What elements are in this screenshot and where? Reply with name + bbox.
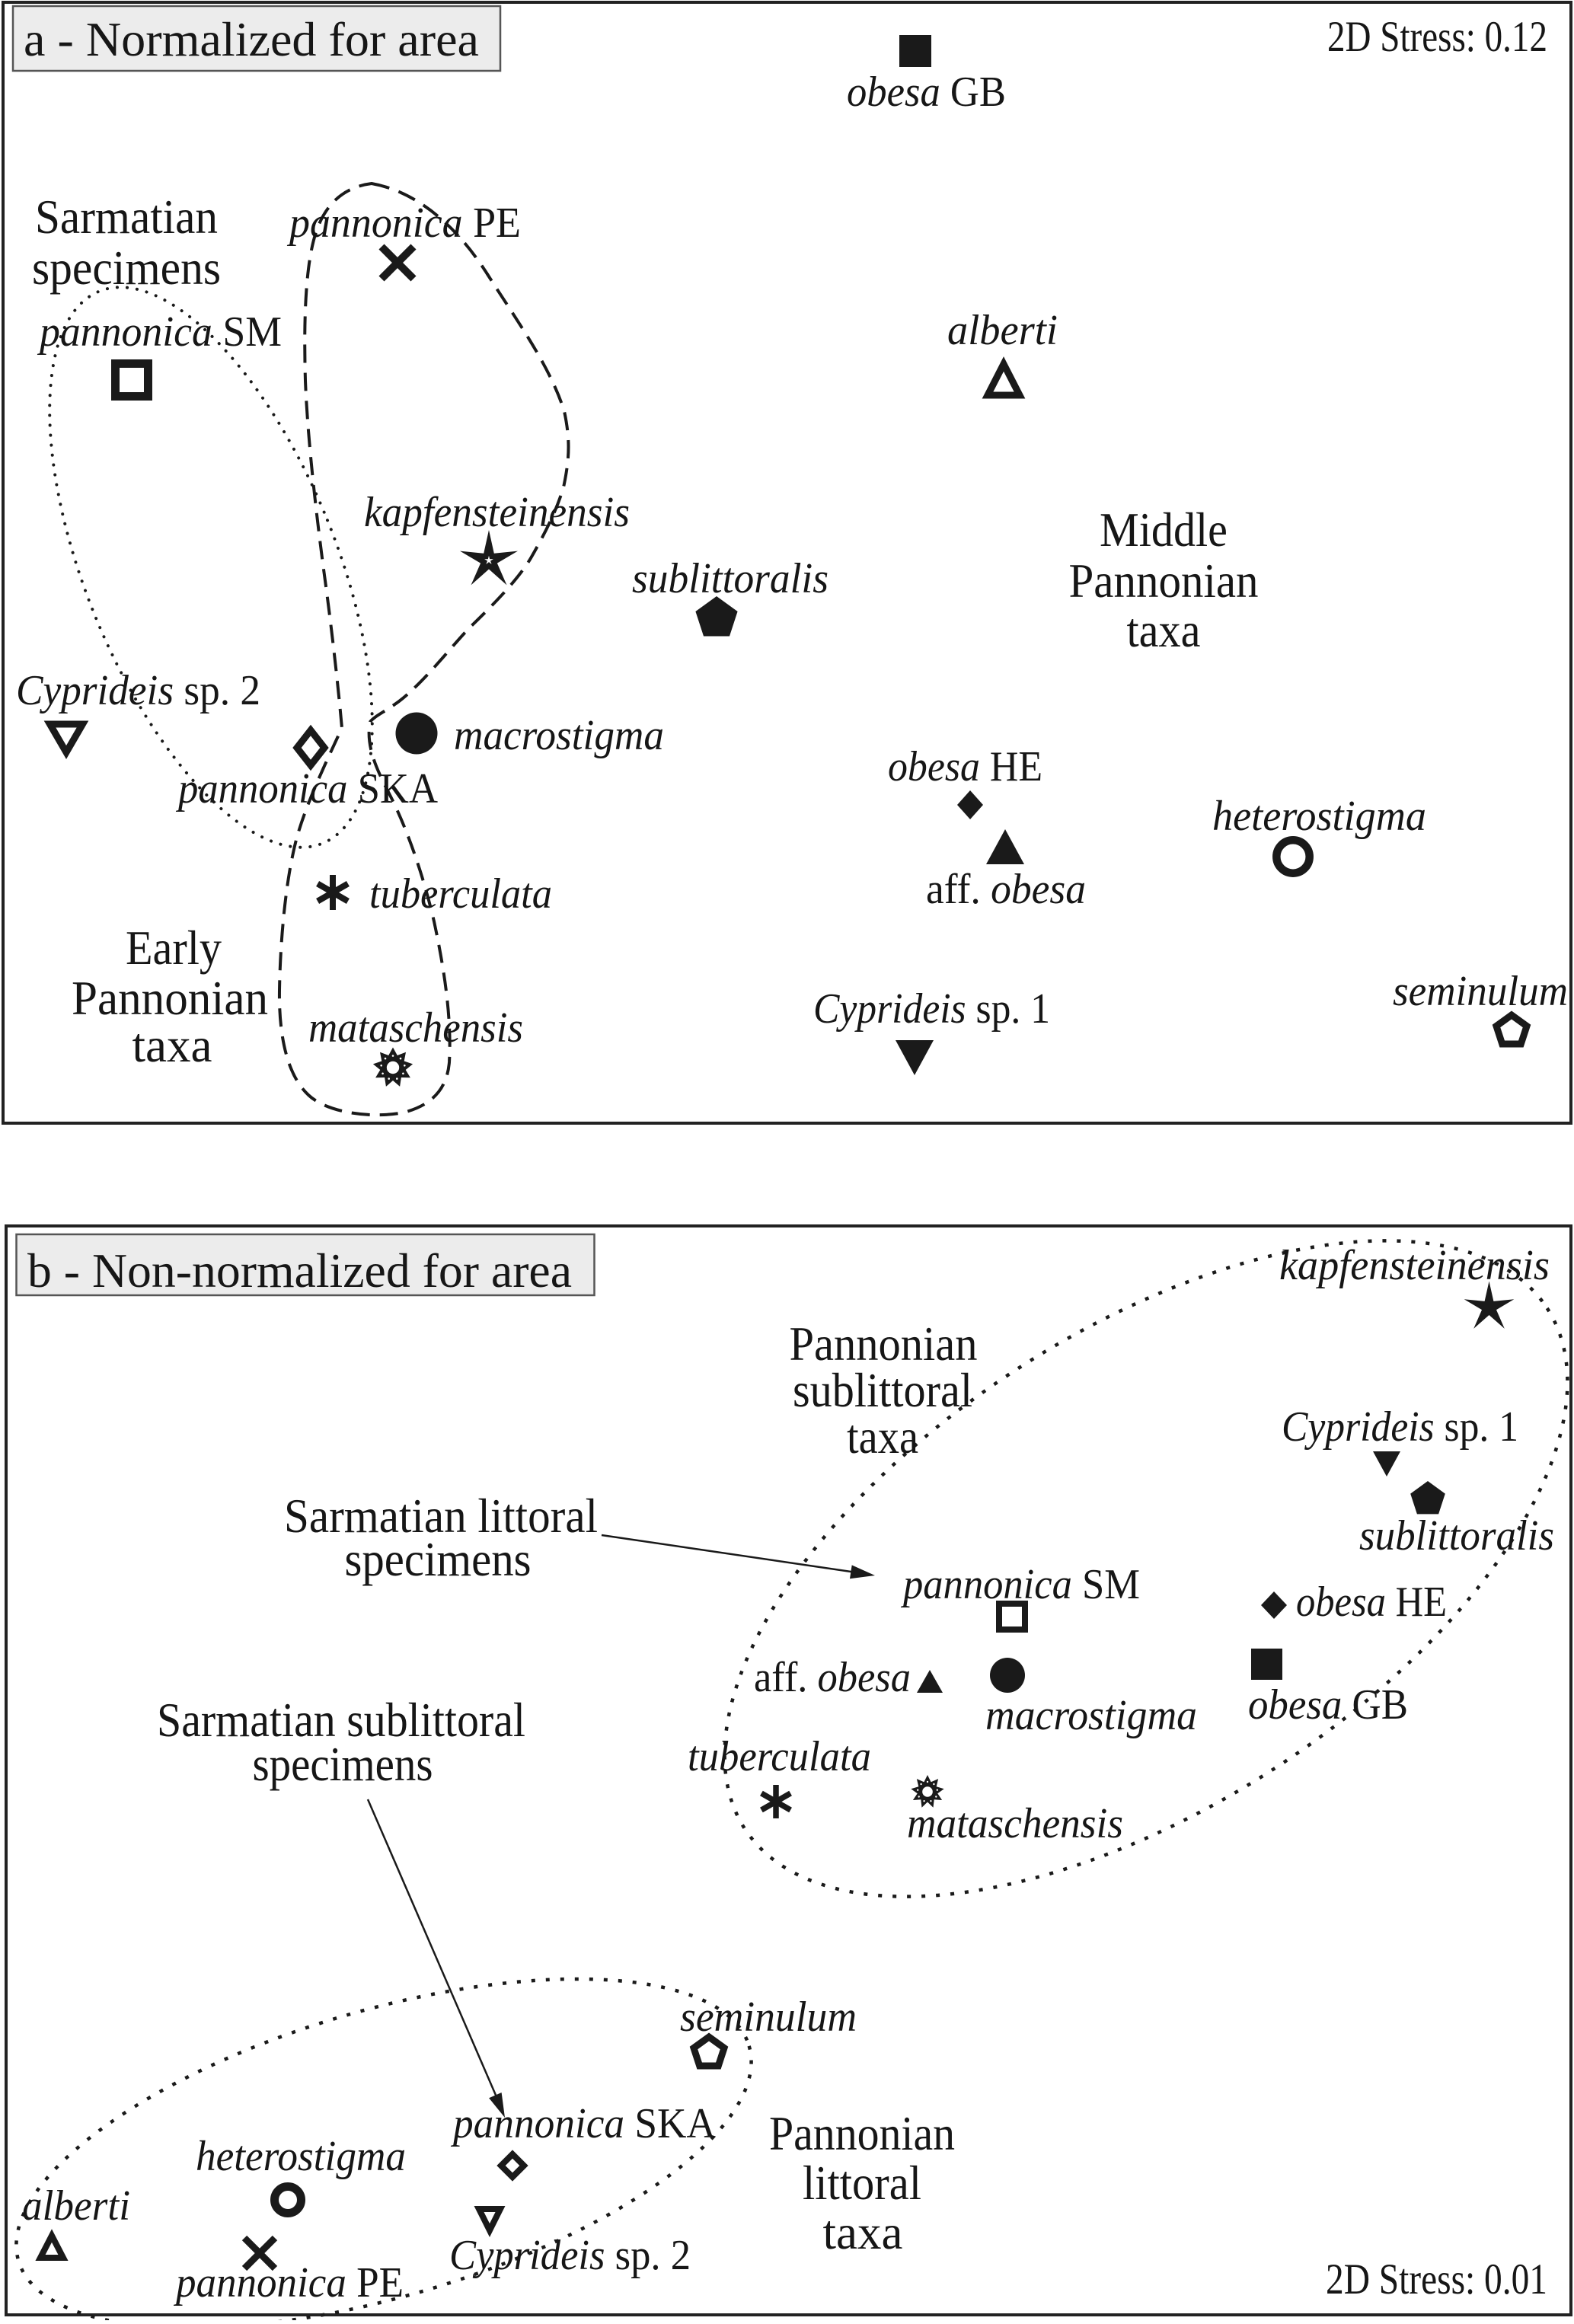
svg-text:macrostigma: macrostigma [985, 1692, 1197, 1739]
svg-text:Pannonian: Pannonian [72, 971, 268, 1025]
svg-text:Pannonian: Pannonian [769, 2106, 955, 2160]
svg-text:specimens: specimens [32, 241, 221, 295]
svg-text:Early: Early [126, 921, 222, 975]
svg-text:tuberculata: tuberculata [688, 1733, 871, 1780]
svg-text:obesa HE: obesa HE [888, 743, 1042, 790]
svg-text:obesa GB: obesa GB [847, 69, 1006, 116]
svg-text:littoral: littoral [803, 2156, 921, 2210]
svg-text:heterostigma: heterostigma [1212, 793, 1426, 840]
svg-text:kapfensteinensis: kapfensteinensis [1279, 1242, 1550, 1289]
svg-text:2D Stress: 0.12: 2D Stress: 0.12 [1327, 13, 1547, 61]
svg-text:seminulum: seminulum [1393, 968, 1568, 1015]
svg-text:alberti: alberti [22, 2182, 130, 2230]
svg-text:b - Non-normalized for area: b - Non-normalized for area [27, 1243, 572, 1298]
svg-text:taxa: taxa [1127, 603, 1201, 657]
svg-text:specimens: specimens [345, 1532, 532, 1586]
svg-text:pannonica SM: pannonica SM [900, 1561, 1140, 1608]
svg-text:pannonica PE: pannonica PE [286, 200, 521, 247]
svg-text:alberti: alberti [947, 307, 1058, 354]
svg-text:taxa: taxa [823, 2205, 903, 2259]
svg-text:Sarmatian sublittoral: Sarmatian sublittoral [157, 1693, 525, 1747]
svg-text:pannonica PE: pannonica PE [173, 2259, 404, 2306]
svg-text:a - Normalized for area: a - Normalized for area [24, 12, 479, 66]
svg-text:aff. obesa: aff. obesa [926, 866, 1086, 913]
svg-text:seminulum: seminulum [680, 1994, 857, 2041]
svg-text:sublittoral: sublittoral [793, 1363, 972, 1417]
svg-text:Pannonian: Pannonian [1069, 554, 1259, 608]
svg-text:sublittoralis: sublittoralis [1359, 1512, 1554, 1559]
svg-text:pannonica SKA: pannonica SKA [450, 2100, 716, 2147]
svg-text:taxa: taxa [132, 1018, 212, 1072]
svg-text:2D Stress: 0.01: 2D Stress: 0.01 [1326, 2255, 1547, 2303]
svg-text:specimens: specimens [253, 1737, 433, 1791]
svg-text:Cyprideis sp. 2: Cyprideis sp. 2 [16, 667, 260, 714]
svg-text:Middle: Middle [1100, 503, 1228, 557]
svg-text:obesa GB: obesa GB [1248, 1681, 1408, 1729]
svg-text:pannonica SKA: pannonica SKA [175, 765, 438, 812]
svg-text:tuberculata: tuberculata [369, 870, 552, 918]
svg-text:aff. obesa: aff. obesa [754, 1654, 911, 1701]
svg-text:heterostigma: heterostigma [196, 2133, 406, 2180]
svg-text:taxa: taxa [847, 1409, 918, 1464]
svg-text:obesa HE: obesa HE [1296, 1579, 1447, 1626]
svg-text:pannonica SM: pannonica SM [37, 308, 282, 356]
svg-text:Cyprideis sp. 2: Cyprideis sp. 2 [449, 2232, 691, 2279]
svg-text:mataschensis: mataschensis [907, 1800, 1123, 1847]
svg-text:mataschensis: mataschensis [308, 1004, 523, 1052]
svg-text:Cyprideis sp. 1: Cyprideis sp. 1 [813, 985, 1050, 1033]
svg-text:Sarmatian littoral: Sarmatian littoral [284, 1489, 598, 1543]
svg-text:Sarmatian: Sarmatian [35, 190, 218, 244]
svg-text:kapfensteinensis: kapfensteinensis [364, 489, 630, 536]
svg-text:macrostigma: macrostigma [454, 712, 664, 759]
svg-text:Pannonian: Pannonian [790, 1317, 978, 1371]
svg-text:sublittoralis: sublittoralis [632, 555, 829, 602]
svg-text:Cyprideis sp. 1: Cyprideis sp. 1 [1282, 1403, 1518, 1451]
